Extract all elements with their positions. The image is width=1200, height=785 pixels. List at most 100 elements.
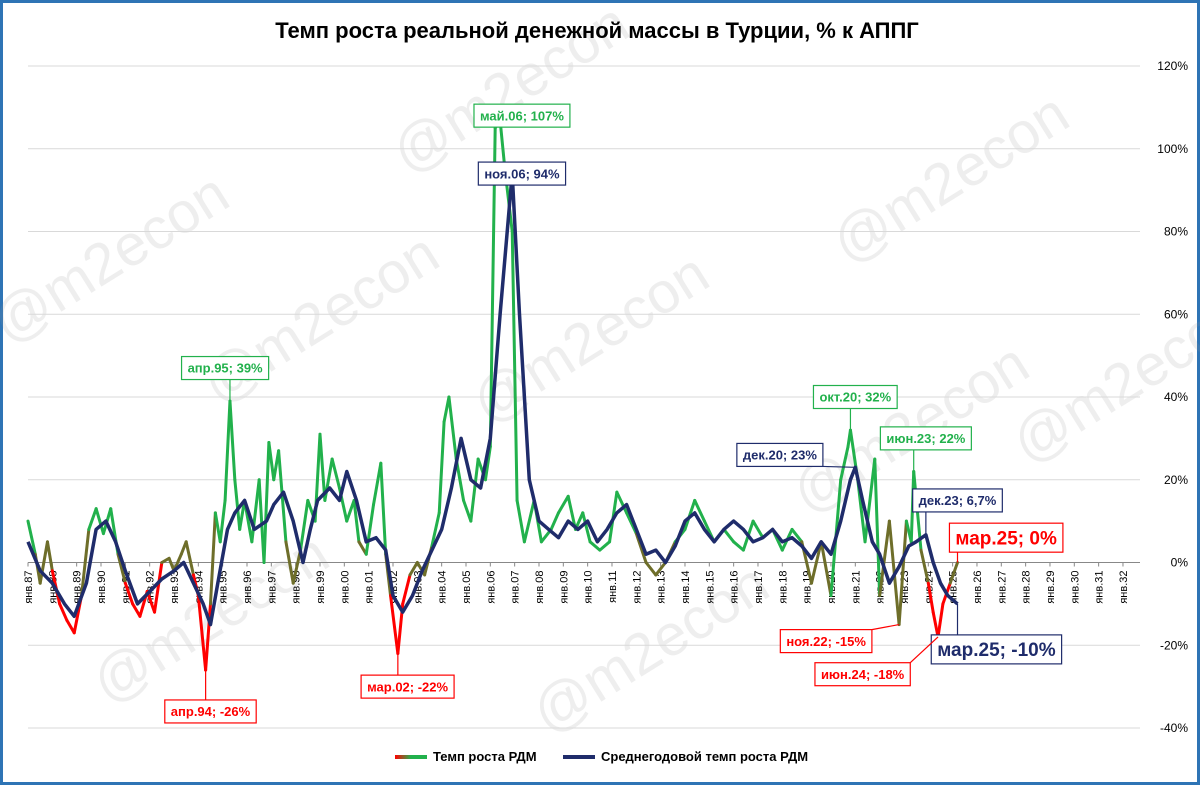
rdm-line-segment	[223, 399, 232, 502]
x-tick-label: янв.90	[96, 571, 108, 604]
annotation-box	[477, 161, 567, 186]
x-tick-label: янв.94	[193, 571, 205, 604]
x-tick-label: янв.27	[996, 571, 1008, 604]
legend-label-rdm: Темп роста РДМ	[433, 749, 537, 764]
x-tick-label: янв.26	[972, 571, 984, 604]
rdm-line-segment	[364, 503, 376, 556]
annotation-label: май.06; 107%	[480, 108, 564, 123]
rdm-line-segment	[389, 594, 400, 656]
annotation-box	[180, 355, 270, 381]
x-tick-label: янв.97	[266, 571, 278, 604]
rdm-line-segment	[167, 556, 176, 573]
rdm-line-segment	[45, 540, 54, 573]
rdm-line-segment	[299, 498, 310, 552]
rdm-line-segment	[153, 561, 164, 614]
annotation-label: мар.25; -10%	[937, 640, 1055, 661]
x-tick-label: янв.05	[461, 571, 473, 604]
rdm-line-segment	[94, 507, 105, 536]
rdm-line-segment	[751, 519, 765, 540]
rdm-line-segment	[515, 498, 526, 544]
x-tick-label: янв.12	[631, 571, 643, 604]
rdm-line-segment	[644, 561, 658, 577]
y-tick-label: 20%	[1164, 473, 1188, 487]
rdm-line-segment	[819, 540, 833, 598]
rdm-line-segment	[654, 561, 668, 577]
rdm-line-segment	[357, 540, 368, 556]
annotation-box	[360, 674, 455, 699]
y-tick-label: 80%	[1164, 225, 1188, 239]
rdm-line-segment	[80, 527, 91, 598]
x-tick-label: янв.17	[753, 571, 765, 604]
chart-title: Темп роста реальной денежной массы в Тур…	[275, 18, 919, 43]
rdm-line-segment	[267, 441, 276, 482]
x-tick-label: янв.14	[680, 571, 692, 604]
rdm-line-segment	[447, 395, 458, 461]
rdm-line-segment	[615, 490, 629, 515]
rdm-line-segment	[352, 498, 361, 544]
legend-label-avg: Среднегодовой темп роста РДМ	[601, 749, 809, 764]
x-tick-label: янв.10	[583, 571, 595, 604]
annotation-box	[736, 442, 824, 468]
y-tick-label: 120%	[1157, 59, 1188, 73]
rdm-line-segment	[372, 461, 383, 507]
rdm-line-segment	[38, 540, 49, 585]
rdm-line-segment	[588, 540, 602, 552]
x-tick-label: янв.15	[704, 571, 716, 604]
legend-item-avg: Среднегодовой темп роста РДМ	[563, 749, 808, 764]
annotation-box	[814, 662, 911, 687]
rdm-line-segment	[897, 519, 908, 627]
rdm-line-segment	[878, 519, 891, 598]
annotation-box	[930, 634, 1063, 665]
x-tick-label: янв.00	[339, 571, 351, 604]
rdm-line-segment	[948, 561, 960, 585]
rdm-line-segment	[790, 527, 804, 544]
rdm-line-segment	[116, 552, 127, 585]
annotation-label: апр.94; -26%	[171, 704, 251, 719]
x-tick-label: янв.31	[1094, 571, 1106, 604]
rdm-line-segment	[556, 494, 570, 515]
x-tick-label: янв.32	[1118, 571, 1130, 604]
rdm-line-segment	[26, 519, 37, 556]
x-tick-label: янв.01	[364, 571, 376, 604]
legend-swatch-rdm	[395, 754, 427, 759]
rdm-line-segment	[926, 581, 935, 614]
x-tick-label: янв.13	[656, 571, 668, 604]
rdm-line-segment	[318, 432, 327, 502]
rdm-line-segment	[291, 548, 303, 585]
x-tick-label: янв.04	[437, 571, 449, 604]
x-tick-label: янв.99	[315, 571, 327, 604]
annotation-leader	[822, 465, 856, 468]
rdm-line-segment	[208, 511, 217, 606]
annotation-leader	[909, 636, 939, 664]
rdm-line-segment	[330, 457, 341, 490]
x-tick-label: янв.07	[510, 571, 522, 604]
x-tick-label: янв.11	[607, 571, 619, 603]
x-tick-label: янв.96	[242, 571, 254, 604]
annotation-box	[812, 384, 898, 410]
annotation-label: апр.95; 39%	[188, 361, 263, 376]
annotation-box	[912, 488, 1003, 513]
rdm-line-segment	[469, 457, 480, 523]
rdm-line-segment	[87, 507, 98, 531]
y-tick-label: 40%	[1164, 390, 1188, 404]
rdm-line-segment	[58, 602, 69, 622]
x-tick-label: янв.28	[1021, 571, 1033, 604]
rdm-line-segment	[581, 511, 592, 544]
rdm-line-segment	[498, 118, 507, 171]
rdm-line-segment	[228, 399, 237, 482]
x-tick-label: янв.09	[558, 571, 570, 604]
rdm-line-segment	[732, 540, 745, 552]
annotation-label: дек.20; 23%	[743, 448, 817, 463]
y-tick-label: 0%	[1171, 556, 1189, 570]
rdm-line-segment	[437, 420, 446, 515]
rdm-line-segment	[262, 441, 271, 564]
rdm-line-segment	[65, 618, 76, 635]
annotation-leader	[871, 623, 900, 631]
rdm-line-segment	[598, 540, 612, 552]
x-tick-label: янв.29	[1045, 571, 1057, 604]
legend-swatch-avg	[563, 754, 595, 759]
annotation-box	[779, 629, 873, 654]
y-tick-label: -20%	[1160, 638, 1188, 652]
rdm-line-segment	[401, 573, 412, 606]
annotation-label: мар.02; -22%	[367, 679, 448, 694]
